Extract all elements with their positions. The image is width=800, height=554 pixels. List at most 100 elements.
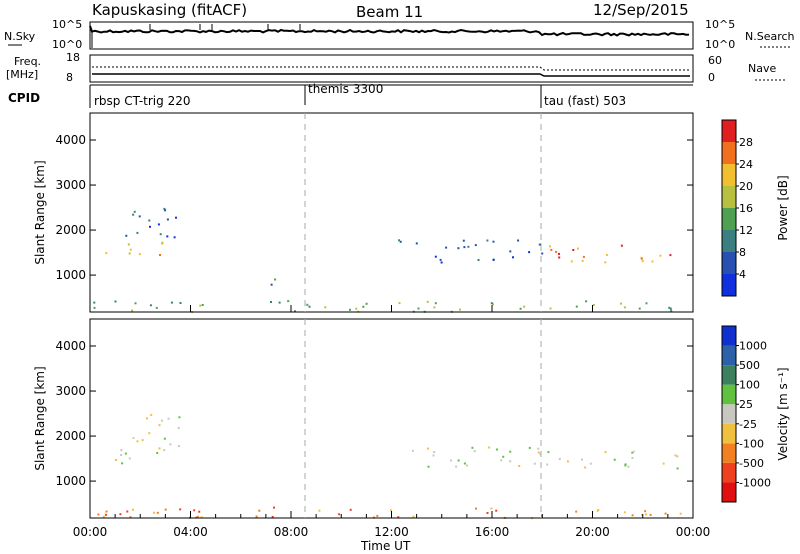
colorbar-tick-label: 8: [739, 246, 746, 259]
scatter-cell: [163, 207, 166, 210]
scatter-cell: [120, 449, 123, 452]
scatter-cell: [318, 509, 321, 512]
freq-label-2: [MHz]: [6, 68, 38, 81]
scatter-cell: [179, 508, 182, 511]
scatter-cell: [412, 515, 415, 518]
power-y-label: Slant Range [km]: [33, 160, 47, 264]
scatter-cell: [641, 260, 644, 263]
scatter-cell: [200, 516, 203, 519]
scatter-cell: [674, 454, 677, 457]
velocity-panel-frame: [89, 318, 694, 519]
scatter-cell: [492, 240, 495, 243]
scatter-cell: [486, 239, 489, 242]
nsky-panel-frame: [89, 21, 694, 50]
freq-tick-top: 18: [66, 51, 80, 64]
scatter-cell: [528, 446, 531, 449]
scatter-cell: [550, 248, 553, 251]
x-tick-label: 00:00: [676, 525, 711, 539]
scatter-cell: [271, 515, 274, 518]
scatter-cell: [178, 416, 181, 419]
scatter-cell: [627, 465, 630, 468]
scatter-cell: [477, 259, 480, 261]
velocity-y-label: Slant Range [km]: [33, 366, 47, 470]
scatter-cell: [432, 454, 435, 457]
scatter-cell: [669, 307, 672, 310]
beam-title: Beam 11: [356, 3, 423, 21]
scatter-cell: [177, 427, 180, 429]
cpid-segment-3: tau (fast) 503: [544, 94, 626, 108]
nsearch-tick-top: 10^5: [705, 18, 735, 31]
scatter-cell: [458, 308, 461, 311]
scatter-cell: [104, 513, 107, 516]
scatter-cell: [620, 302, 622, 305]
scatter-cell: [349, 308, 351, 311]
scatter-cell: [475, 507, 477, 510]
scatter-cell: [153, 511, 156, 514]
scatter-cell: [324, 306, 327, 309]
scatter-cell: [519, 307, 522, 310]
colorbar-swatch: [722, 252, 736, 274]
scatter-cell: [199, 304, 202, 307]
time-axis-label: Time UT: [360, 539, 411, 553]
scatter-cell: [575, 510, 578, 513]
freq-tick-bottom: 8: [66, 71, 73, 84]
power-scatter: [93, 207, 673, 313]
scatter-cell: [455, 465, 458, 468]
scatter-cell: [270, 283, 273, 286]
station-title: Kapuskasing (fitACF): [92, 1, 247, 19]
velocity-y-ticks: 1000 2000 3000 4000: [55, 339, 693, 488]
scatter-cell: [495, 448, 498, 451]
scatter-cell: [549, 245, 551, 248]
scatter-cell: [486, 512, 489, 514]
nave-tick-top: 60: [708, 54, 722, 67]
scatter-cell: [156, 452, 159, 454]
colorbar-tick-label: -1000: [739, 476, 771, 489]
scatter-cell: [128, 252, 131, 255]
scatter-cell: [258, 509, 261, 512]
scatter-cell: [558, 256, 561, 259]
power-colorbar: 4 8 12 16 20 24 28: [721, 119, 753, 297]
scatter-cell: [129, 516, 132, 519]
scatter-cell: [631, 451, 634, 454]
scatter-cell: [306, 303, 309, 306]
colorbar-swatch: [722, 274, 736, 296]
scatter-cell: [433, 306, 436, 309]
nave-label: Nave: [748, 62, 776, 75]
scatter-cell: [120, 454, 123, 456]
freq-label-1: Freq.: [14, 55, 41, 68]
colorbar-swatch: [722, 230, 736, 252]
scatter-cell: [500, 459, 503, 462]
scatter-cell: [668, 306, 671, 309]
scatter-cell: [166, 235, 169, 238]
scatter-cell: [158, 447, 161, 450]
scatter-cell: [589, 462, 592, 465]
time-axis-ticks: 00:00 04:00 08:00 12:00 16:00 20:00 00:00: [73, 305, 711, 539]
colorbar-swatch: [722, 384, 736, 405]
scatter-cell: [638, 307, 641, 310]
scatter-cell: [679, 512, 682, 515]
freq-panel-frame: [89, 54, 694, 83]
x-tick-label: 12:00: [374, 525, 409, 539]
scatter-cell: [338, 513, 341, 516]
scatter-cell: [462, 239, 465, 242]
scatter-cell: [157, 223, 160, 226]
scatter-cell: [362, 305, 365, 308]
date-title: 12/Sep/2015: [593, 1, 689, 19]
scatter-cell: [159, 233, 162, 236]
scatter-cell: [132, 213, 135, 216]
scatter-cell: [93, 306, 96, 309]
scatter-cell: [136, 231, 139, 234]
x-tick-label: 04:00: [173, 525, 208, 539]
scatter-cell: [670, 309, 673, 312]
nsky-spikes: [91, 24, 301, 48]
scatter-cell: [649, 513, 652, 516]
cpid-segment-2: themis 3300: [308, 82, 383, 96]
scatter-cell: [664, 512, 667, 515]
scatter-cell: [158, 424, 161, 427]
y-tick-label: 4000: [55, 133, 86, 147]
scatter-cell: [417, 307, 420, 310]
scatter-cell: [623, 306, 626, 309]
scatter-cell: [620, 244, 623, 247]
cpid-segment-1: rbsp CT-trig 220: [94, 94, 190, 108]
colorbar-swatch: [722, 208, 736, 230]
